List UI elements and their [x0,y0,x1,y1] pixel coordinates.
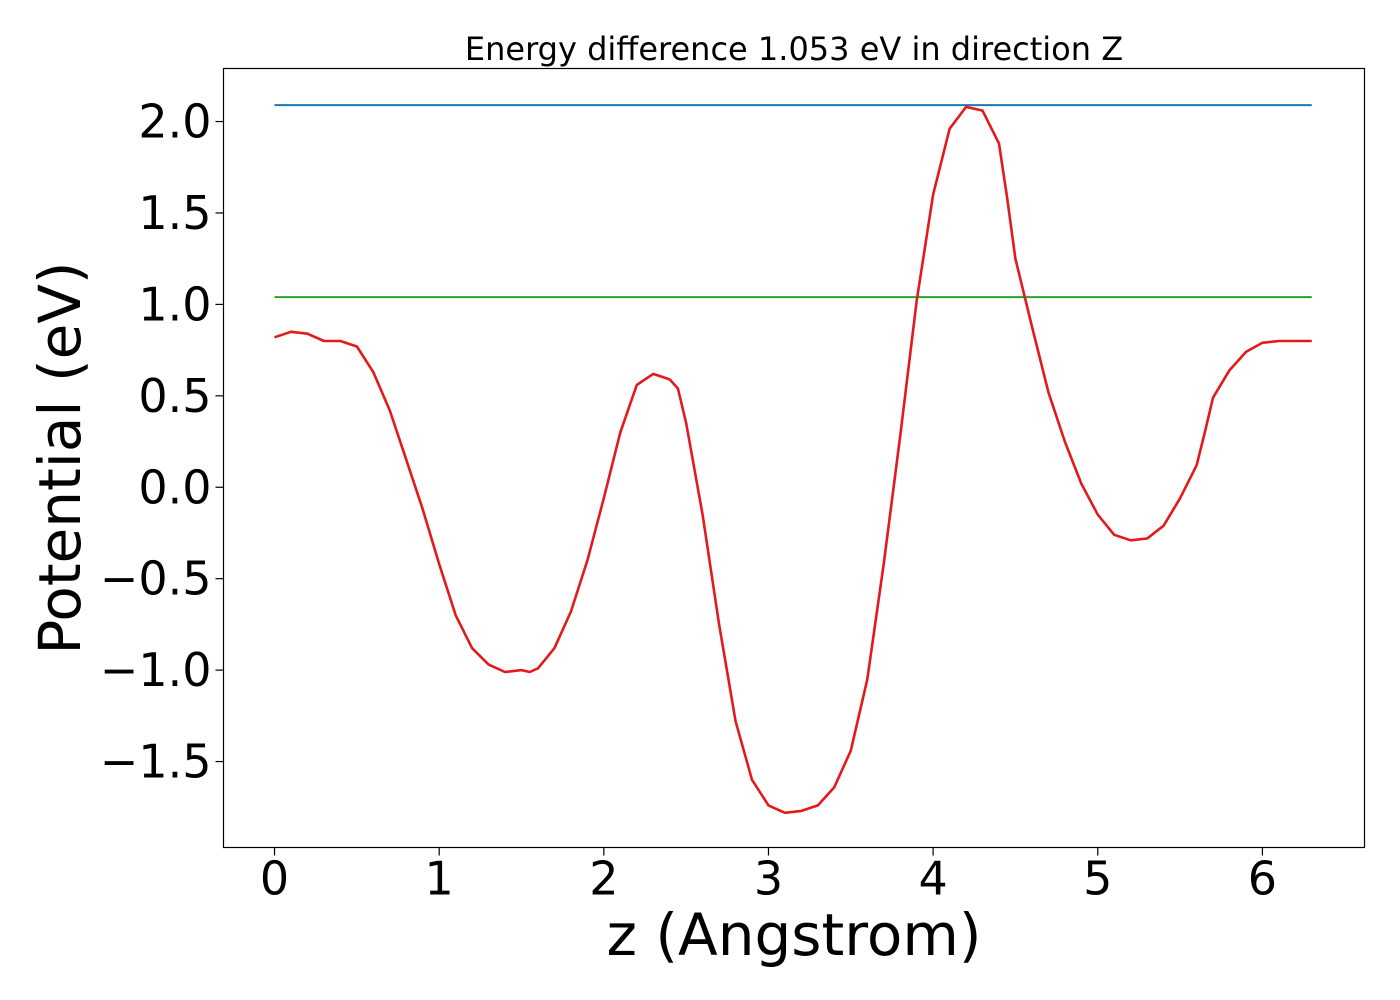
x-axis-label: z (Angstrom) [607,901,982,969]
y-axis-label: Potential (eV) [26,261,94,654]
y-tick-label: 2.0 [138,95,211,149]
y-tick-label: 0.0 [138,460,211,514]
x-tick-label: 2 [589,852,618,906]
y-tick-label: 0.5 [138,369,211,423]
x-tick-label: 3 [754,852,783,906]
x-tick-label: 6 [1248,852,1277,906]
x-tick-label: 0 [260,852,289,906]
y-tick-label: −0.5 [100,552,212,606]
series-layer [274,104,1312,815]
ticks-layer: 0 1 2 3 4 5 6 2.0 1.5 1.0 0.5 0.0 −0.5 −1.0 −1.5 [100,95,1277,906]
series-line-3 [274,105,1312,815]
y-tick-label: 1.5 [138,186,211,240]
y-tick-label: −1.5 [100,735,212,789]
plot-frame [222,67,1366,849]
x-tick-label: 1 [425,852,454,906]
y-tick-label: 1.0 [138,277,211,331]
x-tick-label: 4 [918,852,947,906]
chart-title: Energy difference 1.053 eV in direction … [465,30,1123,68]
x-tick-label: 5 [1083,852,1112,906]
y-tick-label: −1.0 [100,643,212,697]
